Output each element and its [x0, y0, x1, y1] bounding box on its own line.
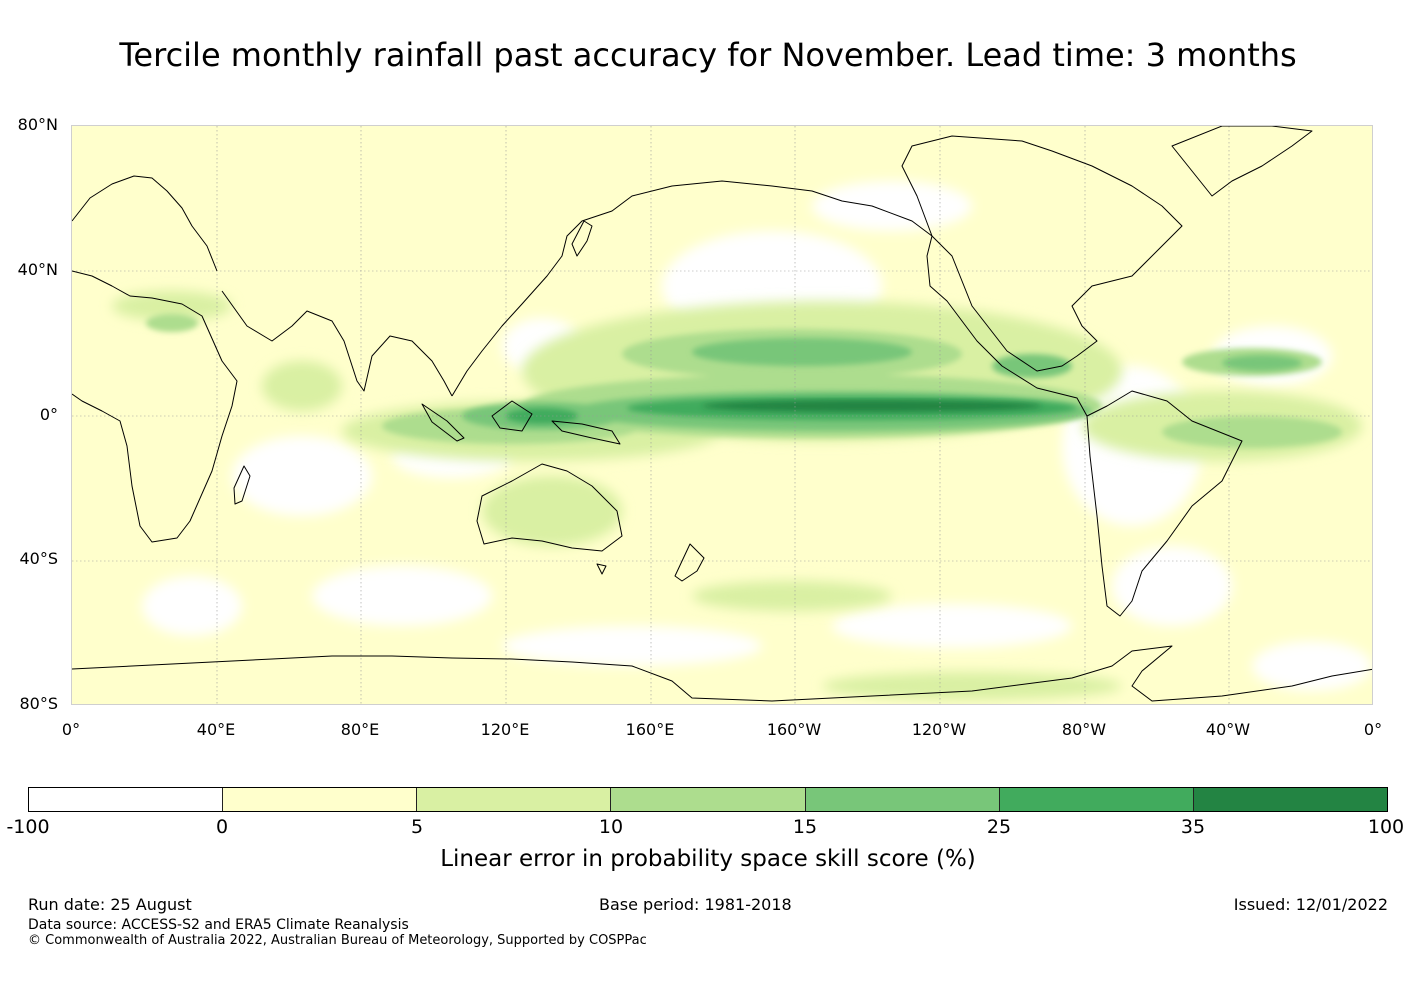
coastline-europe: [72, 175, 218, 272]
colorbar-tick: -100: [6, 816, 50, 838]
lon-label-160e: 160°E: [625, 720, 675, 739]
copyright: © Commonwealth of Australia 2022, Austra…: [28, 933, 647, 948]
colorbar-tick: 100: [1367, 816, 1405, 838]
coastline-japan: [571, 220, 593, 257]
colorbar-tick: 25: [986, 816, 1012, 838]
coastline-greenland: [1171, 126, 1313, 197]
colorbar: [28, 787, 1388, 812]
base-period: Base period: 1981-2018: [599, 895, 792, 914]
lon-label-40w: 40°W: [1205, 720, 1251, 739]
issued-date: Issued: 12/01/2022: [1233, 895, 1388, 914]
lon-label-120w: 120°W: [911, 720, 967, 739]
colorbar-segment: [223, 788, 418, 811]
lat-label-0: 0°: [39, 405, 58, 424]
lon-label-0-left: 0°: [61, 720, 81, 739]
coastline-madagascar: [233, 465, 251, 505]
lat-label-80n: 80°N: [17, 115, 58, 134]
coastline-tasmania: [596, 563, 607, 575]
lat-label-40n: 40°N: [17, 260, 58, 279]
colorbar-segment: [999, 788, 1194, 811]
coastline-east-asia: [451, 180, 1088, 417]
skill-band-35-100: [702, 400, 1042, 412]
lat-label-40s: 40°S: [19, 549, 58, 568]
coastlines: [72, 126, 1372, 702]
map-canvas: [72, 126, 1372, 704]
colorbar-tick: 0: [215, 816, 229, 838]
lon-label-80w: 80°W: [1061, 720, 1107, 739]
lon-label-160w: 160°W: [766, 720, 822, 739]
colorbar-tick: 5: [410, 816, 424, 838]
lat-label-80s: 80°S: [19, 694, 58, 713]
lon-label-40e: 40°E: [196, 720, 236, 739]
coastline-africa: [72, 270, 238, 543]
colorbar-segment: [417, 788, 612, 811]
coastline-new-zealand: [674, 543, 705, 582]
run-date: Run date: 25 August: [28, 895, 192, 914]
data-source: Data source: ACCESS-S2 and ERA5 Climate …: [28, 917, 409, 933]
colorbar-segment: [611, 788, 806, 811]
lon-label-0-right: 0°: [1363, 720, 1383, 739]
coastline-borneo: [491, 400, 533, 432]
coastline-north-america: [901, 135, 1183, 372]
colorbar-segment: [29, 788, 224, 811]
coastline-australia: [476, 463, 623, 552]
colorbar-title: Linear error in probability space skill …: [440, 846, 976, 872]
colorbar-tick: 35: [1180, 816, 1206, 838]
coastline-south-america: [1086, 390, 1243, 617]
map-title: Tercile monthly rainfall past accuracy f…: [119, 36, 1297, 74]
colorbar-tick: 10: [598, 816, 624, 838]
colorbar-segment: [1193, 788, 1387, 811]
colorbar-tick: 15: [792, 816, 818, 838]
lon-label-80e: 80°E: [340, 720, 380, 739]
colorbar-segment: [805, 788, 1000, 811]
coastline-arabia-india: [221, 290, 453, 397]
coastline-new-guinea: [551, 420, 621, 445]
lon-label-120e: 120°E: [480, 720, 530, 739]
coastline-sumatra: [421, 403, 465, 442]
map-gridlines: [72, 126, 1372, 704]
skill-score-map: [71, 125, 1373, 705]
coastline-antarctica: [72, 645, 1372, 702]
